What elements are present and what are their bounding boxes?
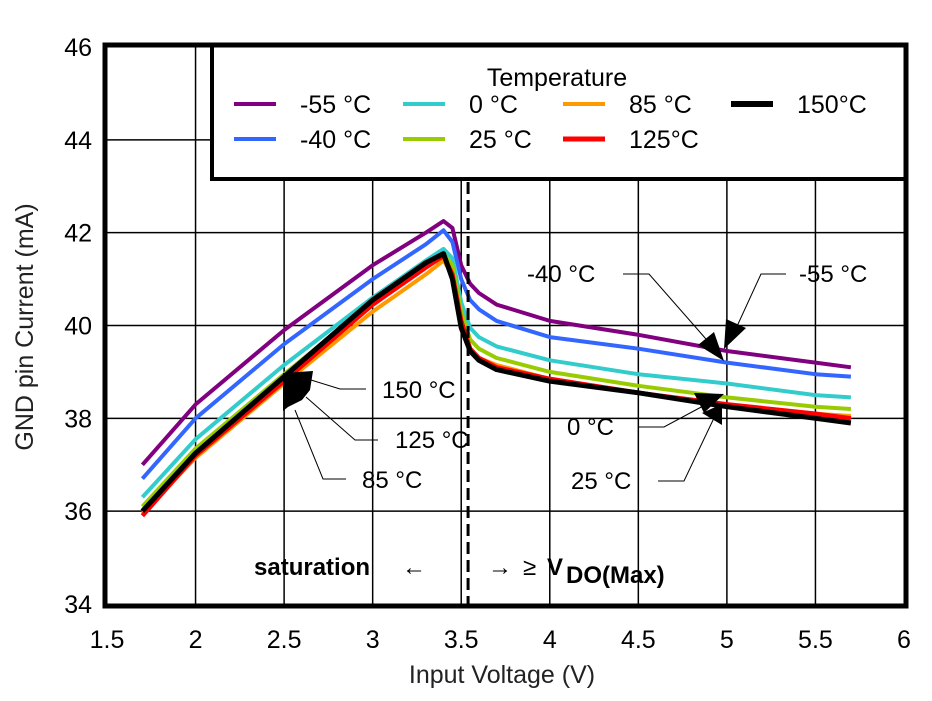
arrow-head-0c	[694, 393, 724, 413]
legend-label: -55 °C	[300, 91, 371, 119]
annotations: 150 °C 125 °C 85 °C -40 °C -55 °C 0 °C 2…	[254, 261, 867, 589]
y-tick-label: 36	[64, 498, 92, 526]
series-line--55C	[140, 219, 852, 467]
legend: Temperature -55 °C 0 °C 85 °C 150°C -40 °C 25…	[210, 43, 908, 181]
x-tick-label: 3.5	[444, 626, 479, 654]
series-group	[140, 219, 852, 518]
legend-label: 25 °C	[469, 126, 532, 154]
y-tick-label: 40	[64, 313, 92, 341]
series-line-0C	[140, 246, 852, 499]
x-axis-label: Input Voltage (V)	[409, 661, 595, 689]
leader-85	[294, 409, 346, 480]
arrow-head-minus55	[724, 319, 746, 349]
legend-label: 150°C	[797, 91, 867, 119]
label-0c: 0 °C	[567, 414, 614, 441]
y-tick-label: 34	[64, 591, 92, 619]
leader-0c	[639, 404, 706, 428]
label-minus55c: -55 °C	[799, 261, 867, 288]
y-axis-label: GND pin Current (mA)	[11, 203, 39, 450]
label-150c: 150 °C	[382, 377, 456, 404]
x-tick-label: 6	[897, 626, 911, 654]
leader-minus40	[623, 273, 721, 356]
x-tick-label: 5.5	[798, 626, 833, 654]
y-tick-label: 42	[64, 220, 92, 248]
arrow-head-cluster-left	[283, 371, 313, 411]
x-tick-label: 4.5	[621, 626, 656, 654]
label-25c: 25 °C	[571, 468, 631, 495]
y-tick-label: 46	[64, 34, 92, 62]
vdo-label: V	[547, 554, 563, 581]
legend-label: -40 °C	[300, 126, 371, 154]
leader-150	[310, 379, 366, 390]
legend-title: Temperature	[487, 64, 627, 92]
geq-symbol: ≥	[523, 554, 536, 581]
saturation-label: saturation	[254, 554, 370, 581]
arrow-head-minus40	[698, 332, 724, 361]
vdo-subscript: DO(Max)	[566, 562, 665, 589]
x-tick-label: 2.5	[267, 626, 302, 654]
arrow-head-25c	[702, 404, 722, 425]
y-axis-ticks: 34 36 38 40 42 44 46	[64, 34, 92, 619]
x-tick-label: 2	[189, 626, 203, 654]
series-line-25C	[140, 251, 852, 508]
legend-label: 85 °C	[629, 91, 692, 119]
leader-25c	[658, 417, 715, 482]
legend-box	[210, 43, 908, 181]
legend-label: 0 °C	[469, 91, 518, 119]
series-line--40C	[140, 228, 852, 481]
y-tick-label: 38	[64, 405, 92, 433]
label-minus40c: -40 °C	[527, 261, 595, 288]
leader-125	[305, 396, 378, 441]
label-85c: 85 °C	[362, 467, 422, 494]
right-arrow: →	[488, 554, 512, 581]
x-tick-label: 4	[543, 626, 557, 654]
x-axis-ticks: 1.5 2 2.5 3 3.5 4 4.5 5 5.5 6	[90, 626, 911, 654]
x-tick-label: 3	[366, 626, 380, 654]
y-tick-label: 44	[64, 127, 92, 155]
x-tick-label: 1.5	[90, 626, 125, 654]
left-arrow: ←	[402, 554, 426, 581]
plot-frame	[102, 42, 909, 609]
x-tick-label: 5	[720, 626, 734, 654]
legend-label: 125°C	[629, 126, 699, 154]
label-125c: 125 °C	[395, 427, 469, 454]
series-line-150C	[140, 251, 852, 513]
leader-minus55	[732, 273, 786, 336]
